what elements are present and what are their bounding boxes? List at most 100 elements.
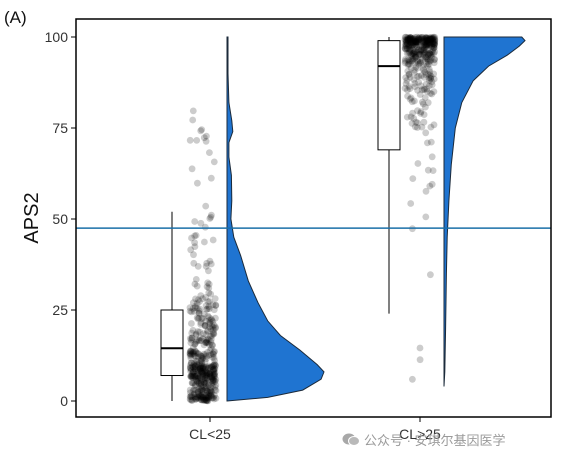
data-point	[422, 103, 429, 111]
data-point	[192, 367, 199, 375]
data-point	[204, 349, 211, 356]
data-point	[402, 42, 409, 50]
data-point	[423, 34, 430, 42]
data-point	[202, 137, 210, 145]
data-point	[211, 348, 219, 355]
data-point	[431, 41, 439, 48]
box-iqr	[377, 40, 401, 151]
data-point	[200, 134, 208, 142]
data-point	[430, 88, 438, 95]
data-point	[199, 371, 207, 379]
data-point	[192, 304, 199, 312]
data-point	[416, 35, 423, 43]
data-point	[203, 368, 211, 376]
data-point	[414, 58, 422, 66]
data-point	[207, 392, 215, 399]
data-point	[207, 391, 215, 398]
data-point	[211, 295, 219, 302]
data-point	[197, 357, 205, 364]
data-point	[204, 312, 212, 320]
data-point	[195, 336, 203, 344]
data-point	[409, 175, 417, 183]
data-point	[416, 36, 423, 44]
data-point	[403, 77, 411, 84]
data-point	[204, 335, 212, 343]
data-point	[188, 234, 195, 242]
data-point	[196, 298, 203, 305]
data-point	[189, 305, 197, 312]
data-point	[204, 328, 212, 335]
data-point	[421, 49, 428, 56]
data-point	[430, 40, 437, 47]
data-point	[202, 365, 209, 373]
data-point	[403, 45, 411, 52]
data-point	[202, 379, 210, 387]
data-point	[203, 370, 211, 377]
data-point	[209, 324, 217, 331]
data-point	[412, 53, 420, 61]
data-point	[423, 41, 431, 49]
data-point	[197, 292, 205, 299]
data-point	[419, 100, 427, 108]
data-point	[407, 94, 415, 102]
data-point	[199, 391, 207, 398]
data-point	[414, 124, 421, 131]
data-point	[425, 35, 433, 43]
data-point	[407, 34, 414, 42]
data-point	[209, 236, 217, 244]
data-point	[422, 60, 430, 68]
data-point	[192, 352, 200, 360]
data-point	[188, 329, 196, 337]
data-point	[406, 41, 413, 49]
data-point	[415, 60, 423, 68]
data-point	[407, 58, 415, 65]
data-point	[206, 364, 214, 372]
y-axis-label: APS2	[21, 192, 43, 243]
data-point	[210, 366, 217, 374]
data-point	[188, 334, 196, 342]
data-point	[430, 44, 438, 51]
data-point	[420, 36, 428, 43]
data-point	[202, 262, 210, 270]
data-point	[201, 376, 209, 384]
data-point	[211, 377, 219, 385]
data-point	[416, 47, 424, 55]
data-point	[203, 259, 211, 267]
data-point	[196, 363, 204, 371]
data-point	[188, 373, 196, 381]
data-point	[197, 352, 205, 359]
data-point	[195, 360, 203, 367]
data-point	[428, 153, 436, 161]
data-point	[402, 45, 410, 53]
data-point	[408, 39, 415, 46]
data-point	[208, 363, 216, 371]
data-point	[411, 48, 419, 55]
data-point	[211, 365, 219, 373]
data-point	[407, 35, 415, 43]
data-point	[411, 33, 419, 41]
data-point	[404, 35, 412, 43]
data-point	[191, 390, 199, 398]
data-point	[191, 373, 199, 381]
data-point	[404, 92, 411, 100]
data-point	[203, 306, 210, 313]
data-point	[414, 64, 421, 72]
data-point	[211, 386, 219, 394]
data-point	[212, 314, 219, 322]
data-point	[189, 369, 197, 376]
data-point	[197, 393, 204, 400]
data-point	[207, 315, 215, 323]
data-point	[425, 41, 432, 48]
data-point	[430, 56, 438, 64]
data-point	[410, 35, 417, 43]
data-point	[210, 361, 218, 369]
data-point	[191, 280, 199, 288]
data-point	[420, 39, 428, 47]
data-point	[207, 325, 215, 333]
data-point	[413, 38, 420, 46]
data-point	[410, 69, 418, 76]
data-point	[210, 365, 217, 373]
data-point	[207, 174, 215, 182]
data-point	[429, 48, 436, 55]
data-point	[425, 38, 432, 46]
